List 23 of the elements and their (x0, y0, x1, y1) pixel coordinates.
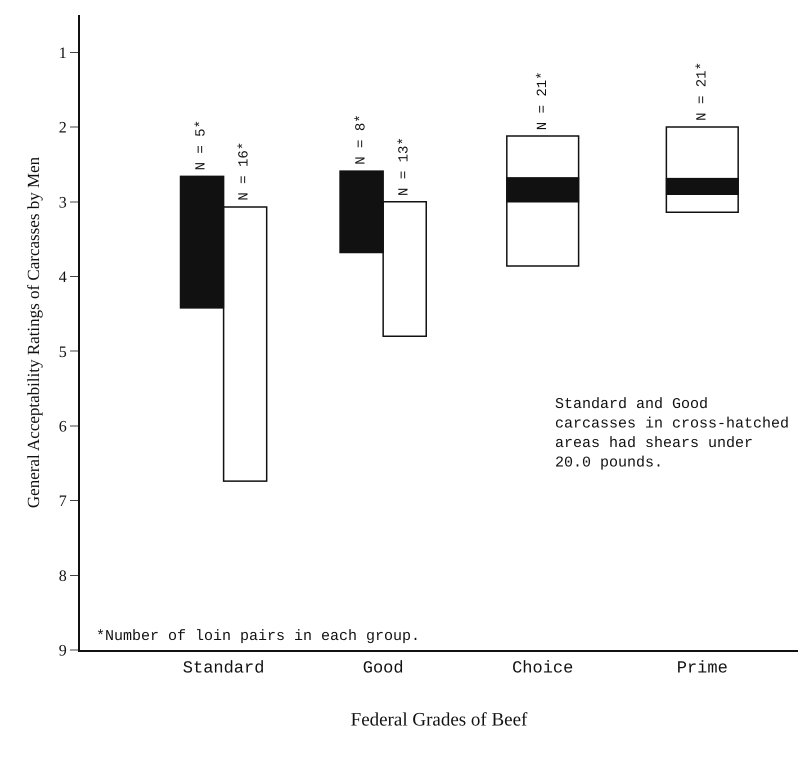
y-tick-label: 3 (58, 194, 67, 212)
y-tick-label: 9 (58, 642, 67, 660)
annotation: N = 8* (353, 114, 370, 165)
x-tick-label: Good (362, 659, 404, 678)
annotation: N = 13* (396, 137, 412, 196)
y-tick-label: 5 (58, 344, 67, 361)
y-tick-label: 2 (58, 120, 67, 137)
annotation: N = 16* (236, 142, 253, 201)
annotation: *Number of loin pairs in each group. (96, 628, 420, 645)
y-tick-label: 7 (58, 493, 67, 510)
annotation: Standard and Good carcasses in cross-hatched areas had shears under 20.0 pounds. (555, 396, 790, 472)
x-axis-title: Federal Grades of Beef (350, 710, 528, 731)
x-tick-label: Standard (182, 659, 264, 678)
x-tick-label: Choice (512, 659, 574, 678)
y-tick-label: 4 (58, 269, 67, 286)
annotation: N = 5* (194, 120, 210, 170)
y-tick-label: 6 (58, 418, 67, 436)
x-tick-label: Prime (676, 659, 728, 678)
y-tick-label: 1 (58, 44, 67, 62)
annotation: N = 21* (694, 62, 711, 121)
y-tick-label: 8 (58, 568, 67, 585)
annotation: N = 21* (535, 71, 552, 130)
y-axis-title: General Acceptability Ratings of Carcasses by Men (24, 156, 43, 508)
